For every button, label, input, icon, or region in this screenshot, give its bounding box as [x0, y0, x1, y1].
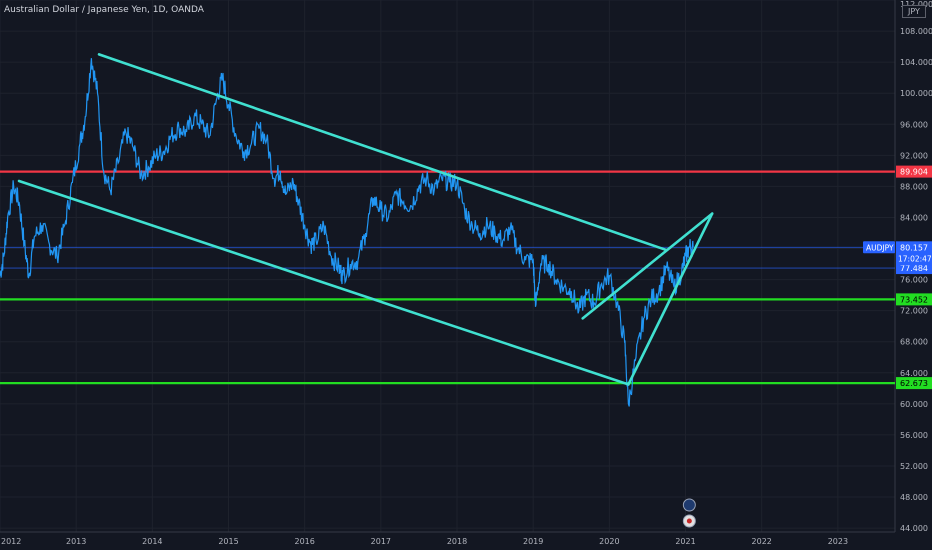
trendline: [17, 179, 630, 386]
level-price-label: 89.904: [900, 168, 928, 177]
event-flag-icon: [686, 518, 692, 524]
x-tick-label: 2014: [142, 537, 162, 546]
y-tick-label: 68.000: [900, 338, 928, 347]
x-tick-label: 2013: [66, 537, 86, 546]
chart-title: Australian Dollar / Japanese Yen, 1D, OA…: [4, 5, 204, 15]
symbol-tag: AUDJPY: [866, 243, 894, 252]
y-tick-label: 72.000: [900, 307, 928, 316]
y-tick-label: 48.000: [900, 493, 928, 502]
x-tick-label: 2017: [371, 537, 391, 546]
x-tick-label: 2022: [752, 537, 772, 546]
level-price-label-bg: [896, 293, 932, 306]
price-series-line: [0, 58, 694, 407]
y-tick-label: 88.000: [900, 182, 928, 191]
level-price-label: 73.452: [900, 295, 928, 304]
event-flag-icon: [682, 498, 696, 512]
last-price-countdown: 17:02:47: [898, 254, 932, 263]
level-price-label-bg: [896, 165, 932, 178]
y-tick-label: 92.000: [900, 151, 928, 160]
y-tick-label: 112.000: [900, 0, 932, 9]
y-tick-label: 44.000: [900, 524, 928, 533]
y-tick-label: 64.000: [900, 369, 928, 378]
last-price-label-bg: [896, 241, 932, 266]
x-tick-label: 2018: [447, 537, 467, 546]
x-tick-label: 2023: [828, 537, 848, 546]
y-tick-label: 100.000: [900, 89, 932, 98]
y-tick-label: 76.000: [900, 276, 928, 285]
level-price-label: 62.673: [900, 379, 928, 388]
level-price-label-bg: [896, 377, 932, 390]
level-price-label: 77.484: [900, 264, 928, 273]
symbol-tag-bg: [863, 241, 895, 254]
currency-button[interactable]: JPY: [902, 5, 926, 18]
x-tick-label: 2015: [218, 537, 238, 546]
x-tick-label: 2019: [523, 537, 543, 546]
y-tick-label: 84.000: [900, 213, 928, 222]
x-tick-label: 2020: [599, 537, 619, 546]
trendline: [581, 212, 714, 320]
x-tick-label: 2021: [675, 537, 695, 546]
trendline: [627, 212, 714, 386]
y-tick-label: 108.000: [900, 27, 932, 36]
y-tick-label: 60.000: [900, 400, 928, 409]
trendline: [97, 53, 668, 252]
x-tick-label: 2016: [295, 537, 315, 546]
y-tick-label: 96.000: [900, 120, 928, 129]
y-tick-label: 52.000: [900, 462, 928, 471]
y-tick-label: 104.000: [900, 58, 932, 67]
y-tick-label: 56.000: [900, 431, 928, 440]
x-tick-label: 2012: [1, 537, 21, 546]
last-price-value: 80.157: [900, 243, 928, 252]
